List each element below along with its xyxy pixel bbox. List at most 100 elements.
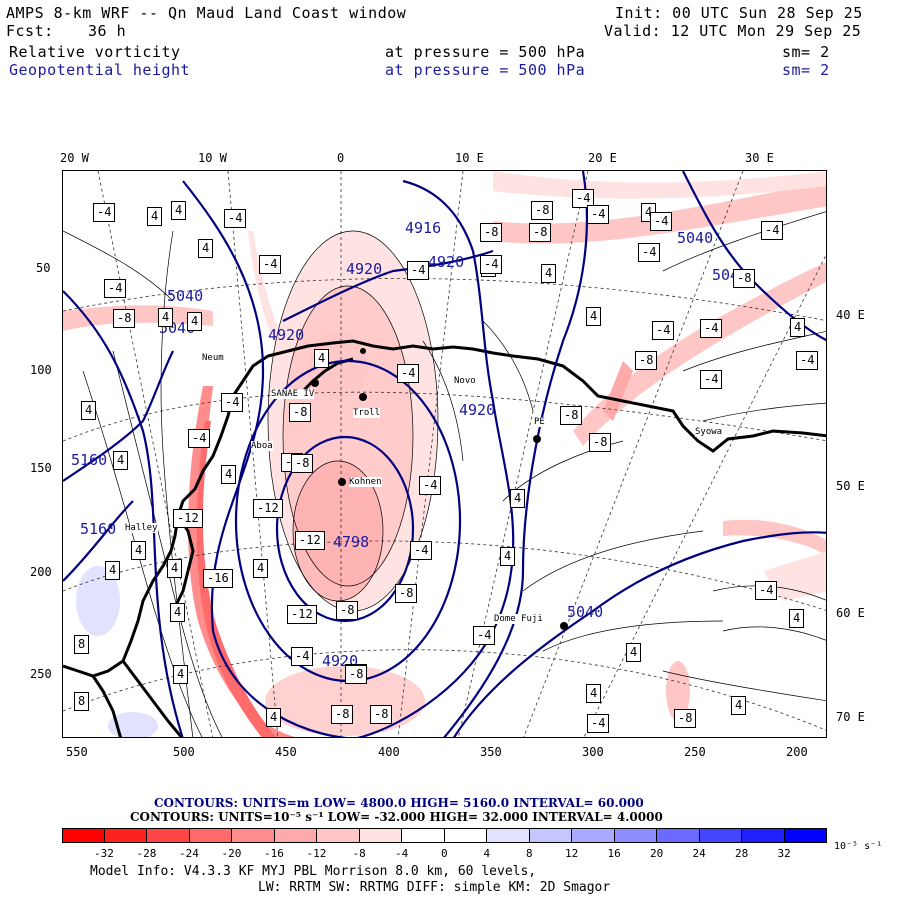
colorbar-tick-label: -16: [264, 847, 284, 860]
station-markers: [311, 348, 568, 630]
colorbar-swatch: [62, 828, 105, 843]
vorticity-label: -4: [650, 212, 673, 231]
lon-label: 10 E: [455, 151, 484, 165]
vorticity-label: -4: [755, 581, 778, 600]
colorbar-tick-label: 28: [735, 847, 749, 860]
height-contour-label: 4920: [428, 253, 465, 271]
field1-name: Relative vorticity: [9, 43, 181, 61]
vorticity-label: 4: [790, 318, 806, 337]
colorbar-swatch: [104, 828, 147, 843]
colorbar-tick-label: -8: [352, 847, 366, 860]
height-contour-info: CONTOURS: UNITS=m LOW= 4800.0 HIGH= 5160…: [154, 796, 644, 810]
vorticity-label: -4: [700, 370, 723, 389]
vorticity-label: -4: [796, 351, 819, 370]
vorticity-label: 4: [105, 561, 121, 580]
colorbar-swatch: [784, 828, 827, 843]
station-label: Aboa: [251, 441, 273, 451]
colorbar-tick-label: 32: [777, 847, 791, 860]
vorticity-label: -8: [345, 665, 368, 684]
colorbar-tick-label: -12: [306, 847, 327, 860]
colorbar-unit: 10⁻⁵ s⁻¹: [834, 841, 883, 852]
vorticity-label: -8: [289, 403, 312, 422]
y-tick-label: 200: [30, 565, 52, 579]
vorticity-label: -8: [370, 705, 393, 724]
vorticity-label: -16: [203, 569, 233, 588]
height-contour-label: 5040: [567, 603, 604, 621]
colorbar-swatch: [359, 828, 402, 843]
vorticity-label: 4: [253, 559, 269, 578]
vorticity-label: 4: [510, 489, 526, 508]
vorticity-label: -4: [572, 189, 595, 208]
vorticity-label: 4: [314, 349, 330, 368]
height-contour-label: 5040: [167, 287, 204, 305]
x-tick-label: 500: [173, 745, 195, 759]
vorticity-label: -4: [473, 626, 496, 645]
vorticity-label: 4: [198, 239, 214, 258]
vorticity-label: -4: [188, 429, 211, 448]
height-contour-label: 4916: [405, 219, 442, 237]
lat-label: 40 E: [836, 308, 865, 322]
colorbar-swatch: [614, 828, 657, 843]
vorticity-label: -8: [480, 223, 503, 242]
vorticity-label: 4: [167, 559, 183, 578]
vorticity-label: -4: [587, 205, 610, 224]
vorticity-label: 4: [266, 708, 282, 727]
vorticity-label: -4: [638, 243, 661, 262]
vorticity-label: 4: [541, 264, 557, 283]
vorticity-label: -12: [295, 531, 325, 550]
colorbar-swatch: [402, 828, 445, 843]
vorticity-label: 4: [170, 603, 186, 622]
vorticity-label: -8: [395, 584, 418, 603]
x-tick-label: 300: [582, 745, 604, 759]
vorticity-label: -8: [336, 601, 359, 620]
vorticity-label: 4: [113, 451, 129, 470]
vorticity-label: 4: [187, 312, 203, 331]
lon-label: 20 W: [60, 151, 89, 165]
map-title: AMPS 8-km WRF -- Qn Maud Land Coast wind…: [6, 4, 407, 22]
height-contour-label: 5160: [71, 451, 108, 469]
geopotential-contours: [63, 171, 826, 737]
lon-label: 0: [337, 151, 345, 165]
lon-label: 30 E: [745, 151, 774, 165]
colorbar-tick-label: -4: [395, 847, 409, 860]
colorbar-tick-label: -24: [179, 847, 199, 860]
colorbar-tick-label: -20: [221, 847, 242, 860]
station-label: PE: [534, 417, 545, 427]
colorbar-swatch: [317, 828, 360, 843]
vorticity-contours: [63, 211, 826, 737]
vorticity-label: -8: [531, 201, 554, 220]
station-label: SANAE IV: [271, 389, 315, 399]
colorbar-swatch: [657, 828, 700, 843]
vorticity-label: -4: [291, 647, 314, 666]
y-tick-label: 50: [36, 261, 51, 275]
vorticity-label: 8: [74, 692, 90, 711]
vorticity-label: -4: [259, 255, 282, 274]
colorbar-swatch: [487, 828, 530, 843]
station-label: Halley: [125, 523, 158, 533]
vorticity-label: 4: [500, 547, 516, 566]
colorbar-swatch: [742, 828, 785, 843]
vorticity-label: 4: [731, 696, 747, 715]
x-tick-label: 250: [684, 745, 706, 759]
vorticity-label: -8: [674, 709, 697, 728]
vorticity-label: 4: [586, 684, 602, 703]
colorbar-tick-label: 16: [607, 847, 621, 860]
field1-smoothing: sm= 2: [782, 43, 830, 61]
height-contour-label: 5160: [80, 520, 117, 538]
colorbar-swatch: [572, 828, 615, 843]
y-tick-label: 250: [30, 667, 52, 681]
colorbar-tick-label: 24: [692, 847, 706, 860]
vorticity-label: -4: [480, 255, 503, 274]
vorticity-label: -4: [410, 541, 433, 560]
vorticity-label: -4: [104, 279, 127, 298]
lat-label: 60 E: [836, 606, 865, 620]
field1-level: at pressure = 500 hPa: [385, 43, 586, 61]
station-label: Syowa: [695, 427, 723, 437]
lat-label: 70 E: [836, 710, 865, 724]
colorbar-swatch: [274, 828, 317, 843]
init-time: Init: 00 UTC Sun 28 Sep 25: [615, 4, 863, 22]
vorticity-label: -4: [407, 261, 430, 280]
forecast-label: Fcst:: [6, 22, 54, 40]
vorticity-contour-info: CONTOURS: UNITS=10⁻⁵ s⁻¹ LOW= -32.000 HI…: [130, 810, 663, 824]
vorticity-label: -4: [587, 714, 610, 733]
